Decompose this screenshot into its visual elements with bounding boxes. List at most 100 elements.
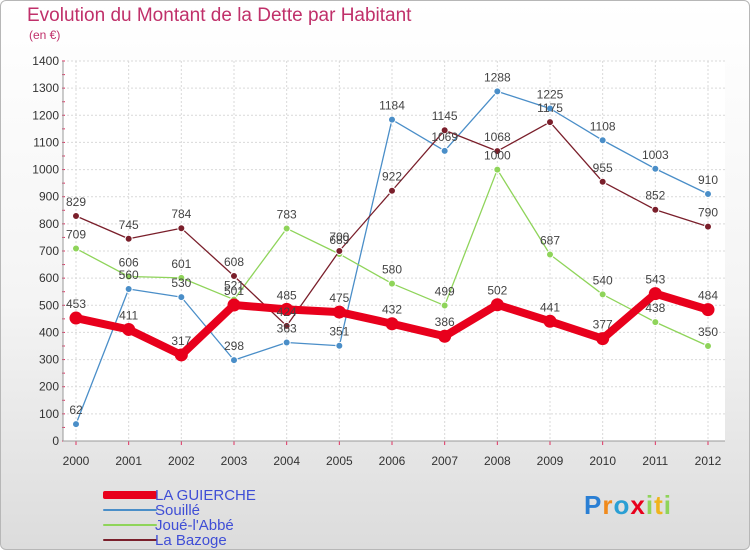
proxiti-logo: Proxiti: [584, 490, 672, 521]
data-label: 709: [66, 228, 86, 242]
data-label: 852: [645, 189, 665, 203]
chart-title: Evolution du Montant de la Dette par Hab…: [27, 5, 412, 26]
y-tick-label: 900: [39, 190, 59, 204]
y-tick-label: 700: [39, 244, 59, 258]
data-label: 377: [593, 318, 613, 332]
data-point: [230, 356, 238, 365]
data-point: [440, 301, 449, 310]
data-point: [335, 247, 344, 255]
y-tick-label: 0: [52, 434, 59, 448]
data-label: 441: [540, 300, 560, 314]
data-point: [648, 287, 662, 301]
data-label: 910: [698, 173, 718, 187]
x-tick-label: 2005: [326, 454, 353, 468]
data-point: [385, 317, 399, 331]
data-label: 501: [224, 284, 244, 298]
data-label: 580: [382, 263, 402, 277]
legend-swatch: [103, 509, 157, 511]
x-tick-label: 2003: [221, 454, 248, 468]
data-point: [282, 321, 291, 330]
data-point: [490, 298, 504, 312]
data-point: [69, 311, 83, 325]
x-tick-label: 2006: [379, 454, 406, 468]
data-label: 1184: [379, 99, 405, 113]
y-tick-label: 800: [39, 217, 59, 231]
data-point: [124, 272, 133, 281]
logo-letter: i: [663, 490, 672, 520]
data-point: [72, 244, 80, 253]
data-label: 363: [277, 321, 297, 335]
y-tick-label: 1100: [33, 135, 59, 149]
y-tick-label: 300: [39, 353, 59, 367]
data-label: 790: [698, 206, 718, 220]
data-label: 317: [171, 334, 191, 348]
data-point: [493, 147, 502, 156]
data-point: [598, 177, 607, 186]
data-label: 1108: [590, 119, 616, 133]
data-point: [493, 165, 502, 174]
y-tick-label: 1200: [32, 108, 59, 122]
y-tick-label: 600: [39, 271, 59, 285]
x-tick-label: 2007: [431, 454, 458, 468]
plot-area: [63, 61, 725, 441]
data-label: 689: [329, 233, 349, 247]
data-point: [701, 303, 715, 317]
data-point: [282, 338, 291, 347]
data-point: [704, 342, 712, 350]
data-label: 829: [66, 195, 86, 209]
data-label: 608: [224, 255, 244, 269]
data-label: 1069: [431, 130, 458, 144]
data-point: [124, 234, 133, 243]
data-point: [230, 271, 238, 280]
data-label: 475: [329, 291, 349, 305]
logo-letter: o: [613, 490, 631, 520]
data-point: [72, 211, 80, 220]
legend-label: Joué-l'Abbé: [155, 517, 234, 534]
data-label: 606: [119, 256, 139, 270]
data-label: 351: [329, 325, 349, 339]
data-label: 784: [171, 207, 191, 221]
data-point: [335, 341, 344, 350]
y-tick-label: 100: [39, 407, 59, 421]
data-point: [174, 348, 188, 362]
legend-swatch: [103, 539, 157, 541]
data-label: 424: [277, 305, 297, 319]
data-label: 386: [435, 315, 455, 329]
data-label: 502: [487, 284, 507, 298]
data-point: [438, 329, 452, 343]
logo-letter: P: [584, 490, 603, 520]
y-tick-label: 400: [39, 325, 59, 339]
data-point: [598, 290, 607, 299]
data-point: [227, 298, 241, 312]
data-point: [122, 322, 136, 336]
data-label: 601: [171, 257, 191, 271]
data-point: [543, 314, 557, 328]
data-label: 922: [382, 170, 402, 184]
data-point: [332, 305, 346, 319]
data-point: [546, 104, 554, 113]
data-point: [440, 146, 449, 155]
logo-letter: x: [630, 490, 646, 520]
data-label: 350: [698, 325, 718, 339]
x-tick-label: 2002: [168, 454, 195, 468]
data-label: 453: [66, 297, 86, 311]
data-point: [493, 87, 502, 96]
data-label: 530: [171, 276, 191, 290]
x-tick-label: 2008: [484, 454, 511, 468]
data-label: 955: [593, 161, 613, 175]
x-tick-label: 2011: [642, 454, 668, 468]
x-tick-label: 2004: [273, 454, 300, 468]
legend-label: La Bazoge: [155, 532, 227, 549]
data-point: [388, 279, 396, 288]
data-point: [651, 318, 660, 327]
data-point: [388, 115, 396, 124]
x-tick-label: 2010: [589, 454, 616, 468]
data-point: [177, 273, 186, 282]
data-point: [177, 293, 186, 302]
data-label: 745: [119, 218, 139, 232]
data-point: [72, 420, 80, 429]
data-point: [546, 118, 554, 127]
logo-letter: r: [602, 490, 614, 520]
